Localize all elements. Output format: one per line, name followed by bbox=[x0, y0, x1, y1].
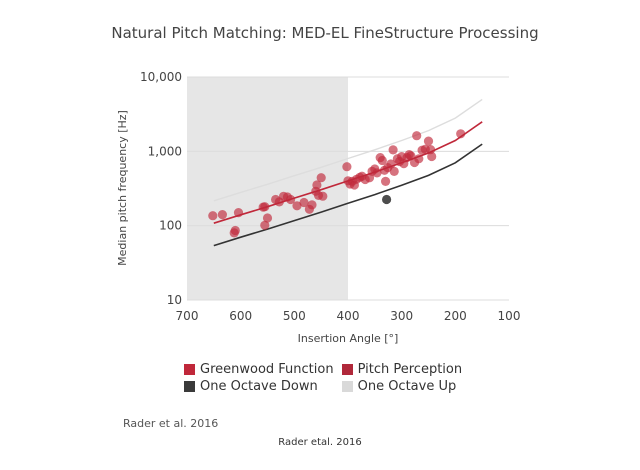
pitch-perception-point bbox=[233, 208, 244, 218]
pitch-perception-point bbox=[427, 151, 437, 162]
legend-item-octave-down[interactable]: One Octave Down bbox=[184, 379, 334, 394]
pitch-perception-point bbox=[406, 151, 416, 161]
pitch-perception-point bbox=[381, 176, 391, 186]
legend-item-pitch-perception[interactable]: Pitch Perception bbox=[341, 362, 463, 377]
x-tick-label: 600 bbox=[229, 309, 252, 323]
x-tick-label: 100 bbox=[498, 309, 521, 323]
legend-swatch bbox=[341, 381, 353, 392]
plot-area: 10 100 1,000 10,000 700 600 500 400 300 200 100 bbox=[140, 70, 520, 323]
pitch-perception-point bbox=[377, 155, 387, 166]
octave-down-point bbox=[382, 194, 392, 205]
legend-item-octave-up[interactable]: One Octave Up bbox=[341, 379, 463, 394]
x-tick-label: 500 bbox=[283, 309, 306, 323]
legend-swatch bbox=[184, 364, 195, 375]
pitch-perception-point bbox=[229, 228, 239, 238]
legend-label: One Octave Down bbox=[200, 379, 318, 394]
pitch-perception-point bbox=[316, 173, 326, 183]
y-tick-label: 100 bbox=[159, 219, 182, 233]
pitch-perception-point bbox=[388, 145, 398, 155]
x-tick-label: 300 bbox=[390, 309, 413, 323]
one-octave-down-line bbox=[213, 143, 483, 247]
legend-swatch bbox=[341, 364, 353, 375]
x-tick-label: 400 bbox=[337, 309, 360, 323]
y-tick-label: 10 bbox=[167, 293, 182, 307]
y-tick-label: 1,000 bbox=[148, 144, 182, 158]
legend: Greenwood Function Pitch Perception One … bbox=[184, 362, 462, 394]
pitch-perception-point bbox=[260, 202, 270, 212]
pitch-perception-point bbox=[217, 210, 227, 220]
pitch-perception-point bbox=[389, 166, 399, 176]
pitch-perception-point bbox=[208, 211, 218, 221]
pitch-perception-point bbox=[386, 159, 396, 169]
y-axis-title: Median pitch frequency [Hz] bbox=[116, 110, 129, 266]
legend-swatch bbox=[184, 381, 195, 392]
pitch-perception-point bbox=[423, 136, 434, 146]
legend-label: One Octave Up bbox=[357, 379, 457, 394]
pitch-perception-point bbox=[312, 180, 322, 190]
pitch-perception-point bbox=[372, 168, 382, 178]
x-tick-label: 700 bbox=[176, 309, 199, 323]
pitch-perception-point bbox=[299, 197, 309, 208]
pitch-perception-point bbox=[414, 154, 424, 164]
pitch-perception-point bbox=[456, 129, 466, 139]
y-tick-label: 10,000 bbox=[140, 70, 182, 84]
legend-label: Pitch Perception bbox=[357, 362, 463, 377]
shaded-region bbox=[187, 77, 348, 300]
credit: Rader etal. 2016 bbox=[278, 437, 362, 448]
pitch-perception-point bbox=[426, 145, 436, 155]
source-note: Rader et al. 2016 bbox=[123, 417, 219, 430]
x-axis-title: Insertion Angle [°] bbox=[298, 332, 399, 345]
pitch-perception-point bbox=[262, 213, 273, 223]
pitch-perception-point bbox=[260, 220, 270, 230]
x-tick-label: 200 bbox=[444, 309, 467, 323]
legend-item-greenwood[interactable]: Greenwood Function bbox=[184, 362, 334, 377]
pitch-perception-point bbox=[342, 162, 352, 172]
legend-label: Greenwood Function bbox=[200, 362, 334, 377]
pitch-perception-point bbox=[318, 191, 328, 201]
pitch-perception-point bbox=[412, 131, 422, 141]
chart-title: Natural Pitch Matching: MED-EL FineStruc… bbox=[111, 24, 538, 42]
one-octave-up-line bbox=[213, 98, 483, 202]
pitch-perception-point bbox=[292, 201, 302, 211]
pitch-perception-point bbox=[286, 194, 296, 205]
pitch-perception-point bbox=[307, 200, 317, 210]
